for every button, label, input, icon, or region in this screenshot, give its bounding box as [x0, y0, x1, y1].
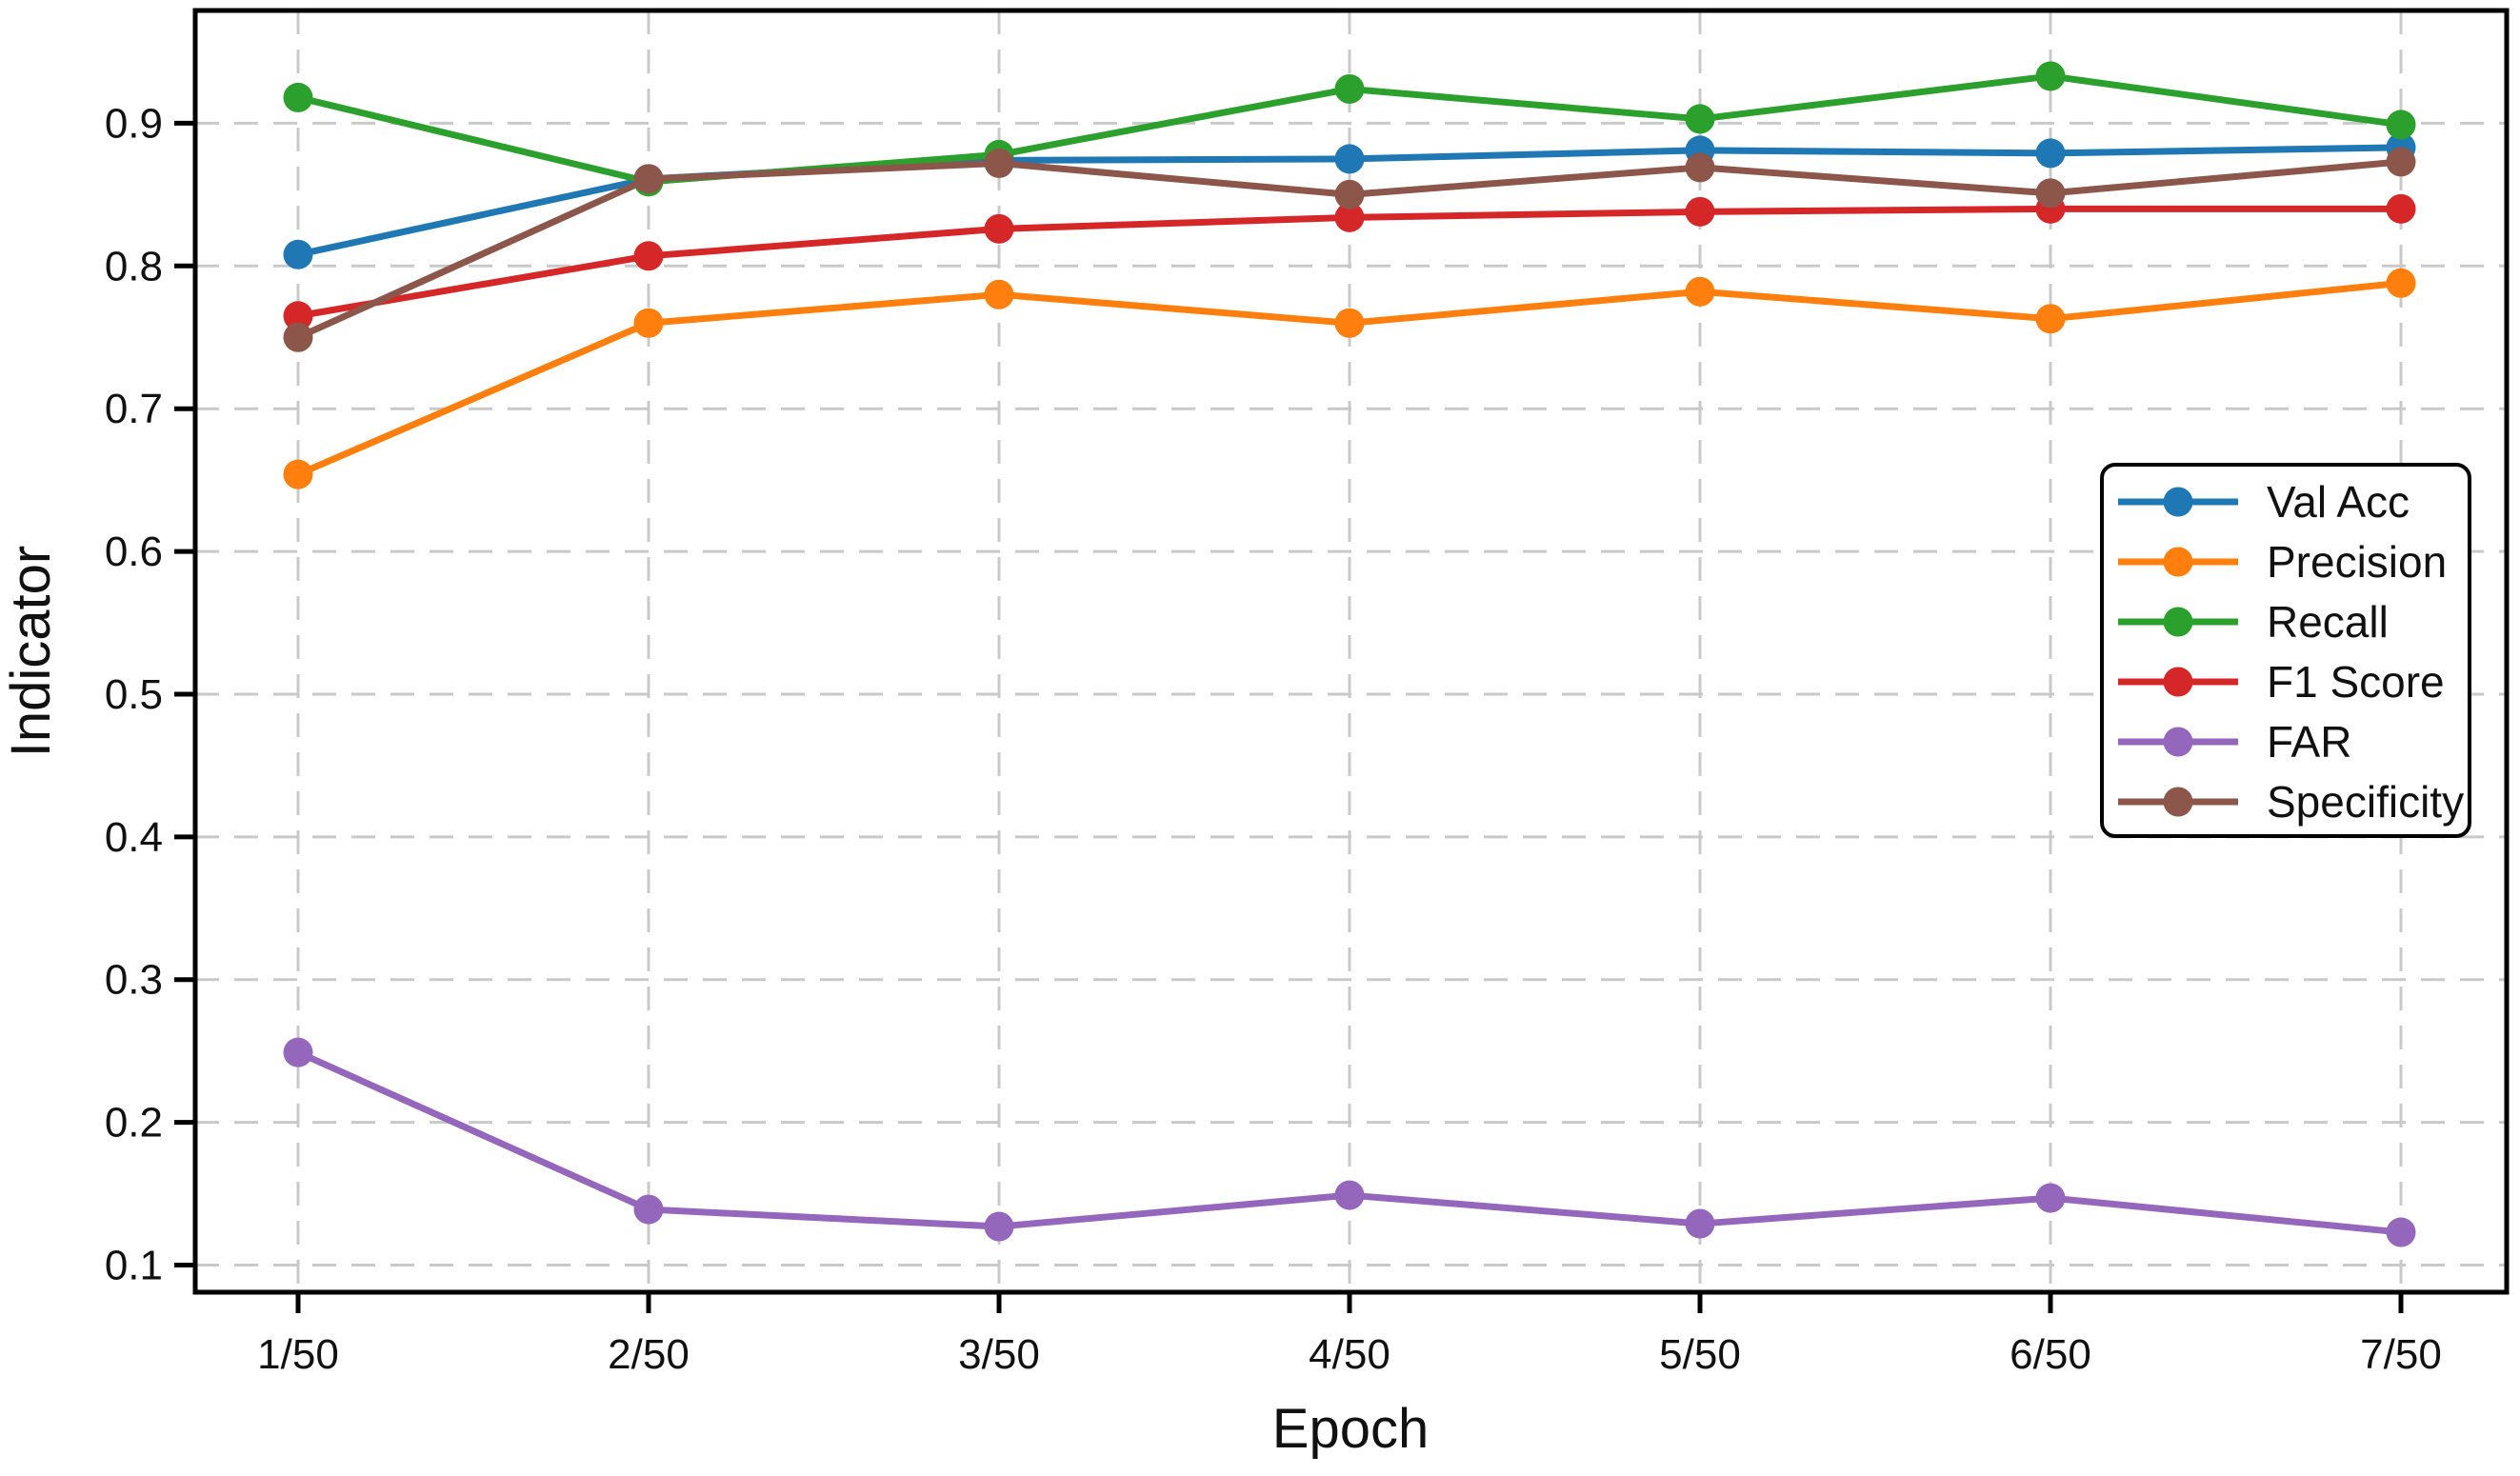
- y-tick-label-0.4: 0.4: [105, 814, 163, 861]
- legend-marker-precision: [2163, 547, 2193, 577]
- legend-item-precision: Precision: [2118, 537, 2447, 587]
- x-tick-label-2-50: 2/50: [608, 1331, 690, 1378]
- series-f1-score: [283, 193, 2416, 331]
- series-marker-far-2: [633, 1194, 664, 1225]
- series-marker-val-acc-1: [283, 239, 313, 269]
- x-tick-label-4-50: 4/50: [1309, 1331, 1390, 1378]
- series-marker-specificity-6: [2035, 178, 2066, 209]
- y-axis-title: Indicator: [0, 546, 62, 757]
- y-tick-label-0.7: 0.7: [105, 386, 163, 432]
- series-precision: [283, 268, 2416, 489]
- series-marker-specificity-7: [2386, 147, 2416, 177]
- x-tick-label-3-50: 3/50: [958, 1331, 1040, 1378]
- y-tick-label-0.1: 0.1: [105, 1243, 163, 1289]
- legend-item-far: FAR: [2118, 717, 2351, 767]
- legend-marker-recall: [2163, 607, 2193, 637]
- series-marker-precision-4: [1334, 308, 1365, 338]
- series-marker-specificity-3: [984, 148, 1014, 178]
- legend-label-far: FAR: [2267, 717, 2351, 767]
- legend-item-recall: Recall: [2118, 597, 2389, 647]
- series-marker-precision-5: [1685, 276, 1715, 307]
- series-marker-specificity-4: [1334, 179, 1365, 209]
- y-tick-label-0.3: 0.3: [105, 957, 163, 1004]
- legend-item-specificity: Specificity: [2118, 777, 2464, 827]
- series-marker-precision-7: [2386, 268, 2416, 298]
- series-marker-recall-5: [1685, 104, 1715, 134]
- series-specificity: [283, 147, 2416, 352]
- x-tick-label-7-50: 7/50: [2360, 1331, 2442, 1378]
- legend: Val Acc Precision Recall F1 Score FAR Specifi…: [2100, 463, 2471, 838]
- series-marker-far-5: [1685, 1208, 1715, 1239]
- series-marker-recall-6: [2035, 61, 2066, 91]
- series-marker-f1-score-7: [2386, 193, 2416, 224]
- series-marker-val-acc-4: [1334, 144, 1365, 174]
- series-marker-precision-3: [984, 279, 1014, 309]
- series-marker-f1-score-5: [1685, 196, 1715, 227]
- y-tick-label-0.2: 0.2: [105, 1100, 163, 1147]
- series-marker-far-4: [1334, 1180, 1365, 1210]
- legend-item-f1-score: F1 Score: [2118, 657, 2445, 707]
- legend-marker-far: [2163, 727, 2193, 757]
- series-marker-precision-1: [283, 459, 313, 489]
- legend-label-f1-score: F1 Score: [2267, 657, 2445, 707]
- series-marker-recall-4: [1334, 73, 1365, 104]
- series-marker-precision-2: [633, 308, 664, 338]
- legend-label-val-acc: Val Acc: [2267, 477, 2410, 527]
- legend-marker-val-acc: [2163, 487, 2193, 517]
- series-marker-precision-6: [2035, 304, 2066, 334]
- tick-labels: 0.1 0.2 0.3 0.4 0.5 0.6 0.7 0.8 0.9 1/50 2/50 3/50 4…: [105, 100, 2442, 1378]
- x-tick-label-5-50: 5/50: [1659, 1331, 1741, 1378]
- series-marker-specificity-1: [283, 322, 313, 352]
- series-marker-recall-7: [2386, 110, 2416, 140]
- series-marker-recall-1: [283, 82, 313, 112]
- series-marker-f1-score-4: [1334, 202, 1365, 232]
- series-marker-far-1: [283, 1037, 313, 1067]
- x-axis-title: Epoch: [1272, 1398, 1429, 1460]
- y-tick-label-0.5: 0.5: [105, 671, 163, 718]
- legend-label-recall: Recall: [2267, 597, 2389, 647]
- y-tick-label-0.8: 0.8: [105, 243, 163, 289]
- x-tick-label-1-50: 1/50: [257, 1331, 339, 1378]
- series-marker-far-7: [2386, 1217, 2416, 1247]
- x-tick-label-6-50: 6/50: [2010, 1331, 2091, 1378]
- series-marker-f1-score-2: [633, 241, 664, 271]
- series-marker-f1-score-3: [984, 213, 1014, 244]
- series-far: [283, 1037, 2416, 1247]
- data-series: [283, 61, 2416, 1247]
- axis-ticks: [174, 120, 2404, 1313]
- series-marker-f1-score-1: [283, 301, 313, 331]
- series-marker-specificity-2: [633, 164, 664, 194]
- y-tick-label-0.9: 0.9: [105, 100, 163, 147]
- y-tick-label-0.6: 0.6: [105, 529, 163, 575]
- series-marker-far-3: [984, 1211, 1014, 1242]
- legend-label-specificity: Specificity: [2267, 777, 2464, 827]
- legend-label-precision: Precision: [2267, 537, 2447, 587]
- legend-marker-f1-score: [2163, 667, 2193, 697]
- legend-marker-specificity: [2163, 787, 2193, 817]
- series-marker-val-acc-6: [2035, 138, 2066, 169]
- legend-item-val-acc: Val Acc: [2118, 477, 2410, 527]
- series-marker-far-6: [2035, 1183, 2066, 1213]
- series-marker-specificity-5: [1685, 152, 1715, 183]
